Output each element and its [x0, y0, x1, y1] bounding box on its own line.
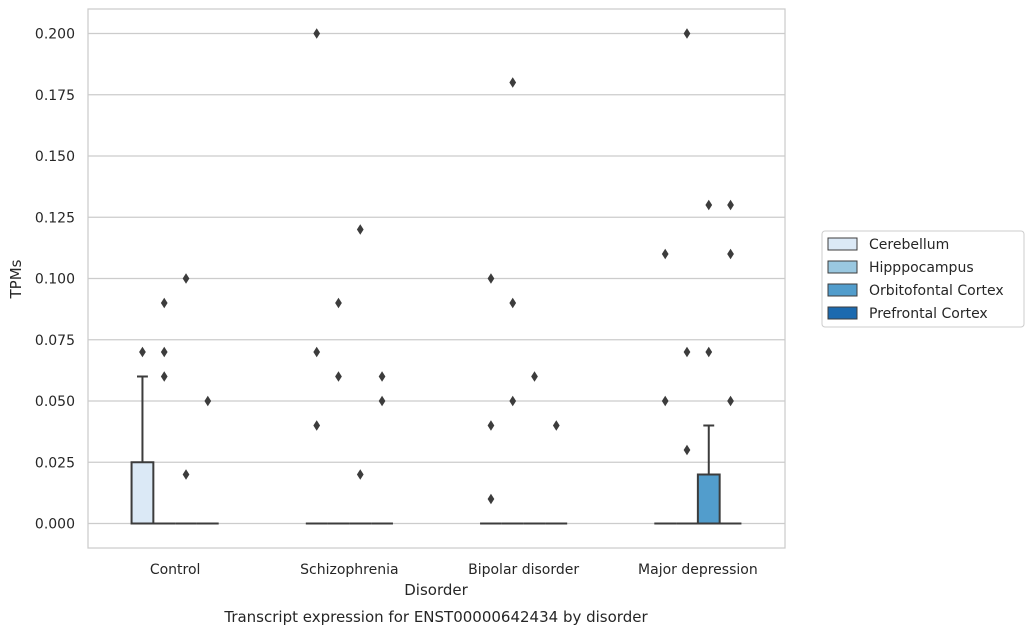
outlier-point: [509, 297, 517, 309]
outlier-point: [160, 297, 168, 309]
legend-swatch: [827, 237, 858, 251]
outlier-point: [531, 371, 538, 382]
outlier-point: [204, 395, 212, 407]
legend-label: Prefrontal Cortex: [869, 306, 988, 322]
outlier-point: [160, 346, 168, 358]
x-tick-label: Control: [150, 562, 201, 578]
outlier-point: [661, 395, 669, 407]
y-tick-label: 0.025: [35, 455, 75, 471]
outlier-point: [182, 469, 190, 480]
outlier-point: [335, 371, 342, 382]
outlier-point: [727, 248, 734, 260]
outlier-point: [313, 28, 321, 39]
y-tick-label: 0.200: [35, 27, 75, 43]
plot-frame: [87, 8, 786, 549]
legend: Cerebellum Hipppocampus Orbitofontal Corte…: [821, 230, 1025, 328]
outlier-point: [487, 420, 495, 431]
outlier-point: [509, 395, 517, 407]
outlier-point: [378, 395, 386, 407]
outlier-point: [683, 444, 691, 456]
x-tick-label: Major depression: [638, 562, 758, 578]
outlier-point: [313, 346, 321, 358]
outlier-point: [487, 493, 495, 505]
x-axis-title: Disorder: [404, 581, 468, 599]
legend-label: Hipppocampus: [869, 260, 974, 276]
x-tick-label: Bipolar disorder: [468, 562, 579, 578]
y-axis-title: TPMs: [7, 259, 25, 299]
box-orbitofontal-cortex: [696, 424, 721, 525]
y-tick-label: 0.175: [35, 88, 75, 104]
outlier-point: [356, 469, 364, 480]
outlier-point: [139, 346, 146, 358]
outlier-point: [487, 273, 495, 284]
y-tick-label: 0.075: [35, 333, 75, 349]
outlier-point: [335, 297, 342, 309]
legend-label: Cerebellum: [869, 237, 949, 253]
outlier-point: [661, 248, 669, 260]
outlier-point: [705, 346, 713, 358]
chart-caption: Transcript expression for ENST0000064243…: [223, 608, 648, 626]
outlier-point: [683, 346, 691, 358]
outlier-point: [160, 371, 168, 382]
boxes: [130, 375, 742, 525]
outlier-point: [727, 199, 734, 211]
y-tick-label: 0.050: [35, 394, 75, 410]
outlier-point: [727, 395, 734, 407]
y-tick-label: 0.000: [35, 517, 75, 533]
legend-swatch: [827, 260, 858, 274]
legend-frame: [821, 230, 1025, 328]
y-tick-label: 0.100: [35, 272, 75, 288]
outlier-point: [313, 420, 321, 431]
outlier-point: [552, 420, 560, 431]
x-tick-label: Schizophrenia: [300, 562, 398, 578]
legend-swatch: [827, 283, 858, 297]
outlier-point: [378, 371, 386, 382]
outliers: [139, 28, 734, 505]
legend-label: Orbitofontal Cortex: [869, 283, 1004, 299]
y-tick-labels: 0.000 0.025 0.050 0.075 0.100 0.125 0.150 0.175…: [35, 27, 75, 533]
outlier-point: [356, 224, 364, 235]
y-tick-label: 0.150: [35, 149, 75, 165]
x-tick-labels: Control Schizophrenia Bipolar disorder Majo…: [150, 562, 758, 578]
box-cerebellum: [130, 375, 155, 525]
outlier-point: [182, 273, 190, 284]
box-body: [696, 473, 721, 525]
outlier-point: [683, 28, 691, 39]
box-body: [130, 461, 155, 525]
y-tick-label: 0.125: [35, 210, 75, 226]
outlier-point: [705, 199, 713, 211]
legend-swatch: [827, 306, 858, 320]
outlier-point: [509, 77, 517, 88]
